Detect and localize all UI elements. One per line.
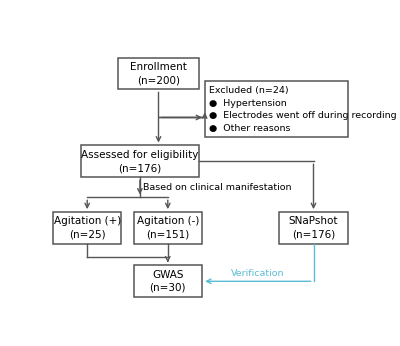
Text: GWAS
(n=30): GWAS (n=30) xyxy=(150,270,186,293)
Text: Agitation (-)
(n=151): Agitation (-) (n=151) xyxy=(137,216,199,240)
FancyBboxPatch shape xyxy=(134,265,202,297)
Text: Agitation (+)
(n=25): Agitation (+) (n=25) xyxy=(54,216,121,240)
Text: Assessed for eligibility
(n=176): Assessed for eligibility (n=176) xyxy=(81,150,198,173)
Text: Verification: Verification xyxy=(231,269,284,278)
FancyBboxPatch shape xyxy=(279,212,348,244)
Text: Enrollment
(n=200): Enrollment (n=200) xyxy=(130,62,187,85)
Text: SNaPshot
(n=176): SNaPshot (n=176) xyxy=(289,216,338,240)
FancyBboxPatch shape xyxy=(81,145,199,177)
FancyBboxPatch shape xyxy=(205,82,348,137)
FancyBboxPatch shape xyxy=(53,212,121,244)
FancyBboxPatch shape xyxy=(134,212,202,244)
Text: Based on clinical manifestation: Based on clinical manifestation xyxy=(143,183,292,192)
FancyBboxPatch shape xyxy=(118,57,199,90)
Text: Excluded (n=24)
●  Hypertension
●  Electrodes went off during recording
●  Other: Excluded (n=24) ● Hypertension ● Electro… xyxy=(209,86,396,133)
